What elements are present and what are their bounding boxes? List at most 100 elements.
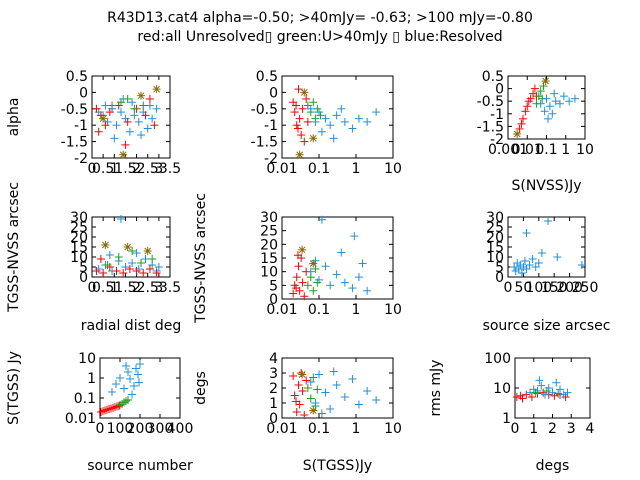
data-point [534, 259, 543, 267]
data-point [545, 102, 554, 111]
data-point [105, 251, 114, 259]
x-tick-label: 2.5 [137, 280, 159, 296]
data-point [112, 380, 120, 389]
data-point [565, 97, 574, 106]
data-point [544, 114, 553, 123]
data-point [541, 77, 550, 86]
data-point [294, 381, 303, 389]
y-tick-label: 0.5 [482, 69, 504, 85]
x-tick-label: 1 [352, 302, 361, 318]
x-tick-label: 100 [107, 421, 134, 437]
data-point [306, 378, 315, 386]
x-tick-label: 0.5 [92, 161, 114, 177]
data-point [105, 263, 114, 271]
y-tick-label: 10 [78, 351, 96, 367]
x-tick-label: 200 [556, 280, 583, 296]
panel-p2: 0.01 0.1 1 10 0.50-0.5-1-1.5-2 [251, 69, 402, 177]
data-point [137, 131, 146, 140]
data-point [372, 396, 381, 404]
data-point [122, 397, 130, 406]
data-point [528, 255, 537, 263]
data-point [315, 370, 323, 379]
y-tick-label: -2 [490, 132, 504, 148]
data-point [130, 381, 138, 390]
y-tick-label: 4 [269, 351, 278, 367]
x-tick-label: 4 [586, 421, 595, 437]
data-point [315, 275, 323, 284]
data-point [311, 117, 320, 126]
y-tick-label: -0.5 [251, 102, 278, 118]
data-point [309, 286, 318, 295]
data-point [125, 127, 134, 136]
data-point [316, 111, 325, 120]
data-point [143, 124, 152, 133]
data-point [332, 111, 341, 120]
data-point [290, 108, 299, 117]
y-tick-label: 10 [486, 250, 504, 266]
x-tick-label: 10 [384, 421, 402, 437]
data-point [358, 259, 367, 268]
data-point [132, 249, 141, 257]
data-point [122, 361, 130, 370]
data-point [292, 397, 301, 406]
y-axis-label: TGSS-NVSS arcsec [6, 182, 22, 313]
data-point [135, 378, 143, 387]
data-point [329, 134, 338, 143]
data-point [109, 403, 117, 412]
data-point [551, 97, 560, 106]
data-point [101, 121, 110, 130]
data-point [293, 251, 302, 260]
y-tick-label: 0 [269, 292, 278, 308]
data-point [303, 384, 312, 392]
data-point [321, 262, 330, 271]
data-point [552, 378, 561, 387]
data-point [548, 109, 557, 118]
data-point [136, 360, 144, 369]
data-point [125, 265, 134, 273]
data-point [298, 387, 307, 395]
x-tick-label: 1.5 [114, 161, 136, 177]
data-point [321, 388, 330, 397]
data-point [550, 89, 559, 98]
y-tick-label: -1.5 [477, 119, 504, 135]
data-point [555, 99, 564, 108]
y-tick-label: 0.01 [65, 411, 96, 427]
data-point [518, 114, 527, 123]
data-point [306, 267, 315, 276]
y-tick-label: 25 [70, 220, 88, 236]
x-tick-label: 0 [88, 161, 97, 177]
data-point [348, 284, 357, 293]
y-tick-label: 15 [70, 240, 88, 256]
x-tick-label: 0.1 [535, 142, 557, 158]
data-point [97, 407, 105, 416]
data-point [542, 386, 551, 395]
data-point [143, 247, 152, 255]
data-point [363, 117, 372, 126]
data-point [306, 394, 315, 403]
data-point [152, 85, 161, 94]
data-point [123, 117, 132, 126]
y-axis-label: degs [193, 371, 209, 405]
data-point [101, 406, 109, 415]
y-tick-label: 10 [70, 250, 88, 266]
data-point [112, 267, 121, 275]
data-point [92, 267, 101, 275]
data-point [540, 107, 549, 116]
data-point [525, 261, 534, 269]
x-tick-label: 1 [529, 421, 538, 437]
data-point [559, 92, 568, 101]
y-tick-label: 10 [260, 265, 278, 281]
y-tick-label: 25 [260, 224, 278, 240]
y-tick-label: 30 [70, 210, 88, 226]
data-point [529, 385, 538, 394]
y-tick-label: 0.5 [66, 69, 88, 85]
x-tick-label: 1 [110, 161, 119, 177]
data-point [292, 101, 301, 110]
y-tick-label: 1 [87, 371, 96, 387]
data-point [96, 255, 105, 263]
data-point [139, 269, 148, 277]
